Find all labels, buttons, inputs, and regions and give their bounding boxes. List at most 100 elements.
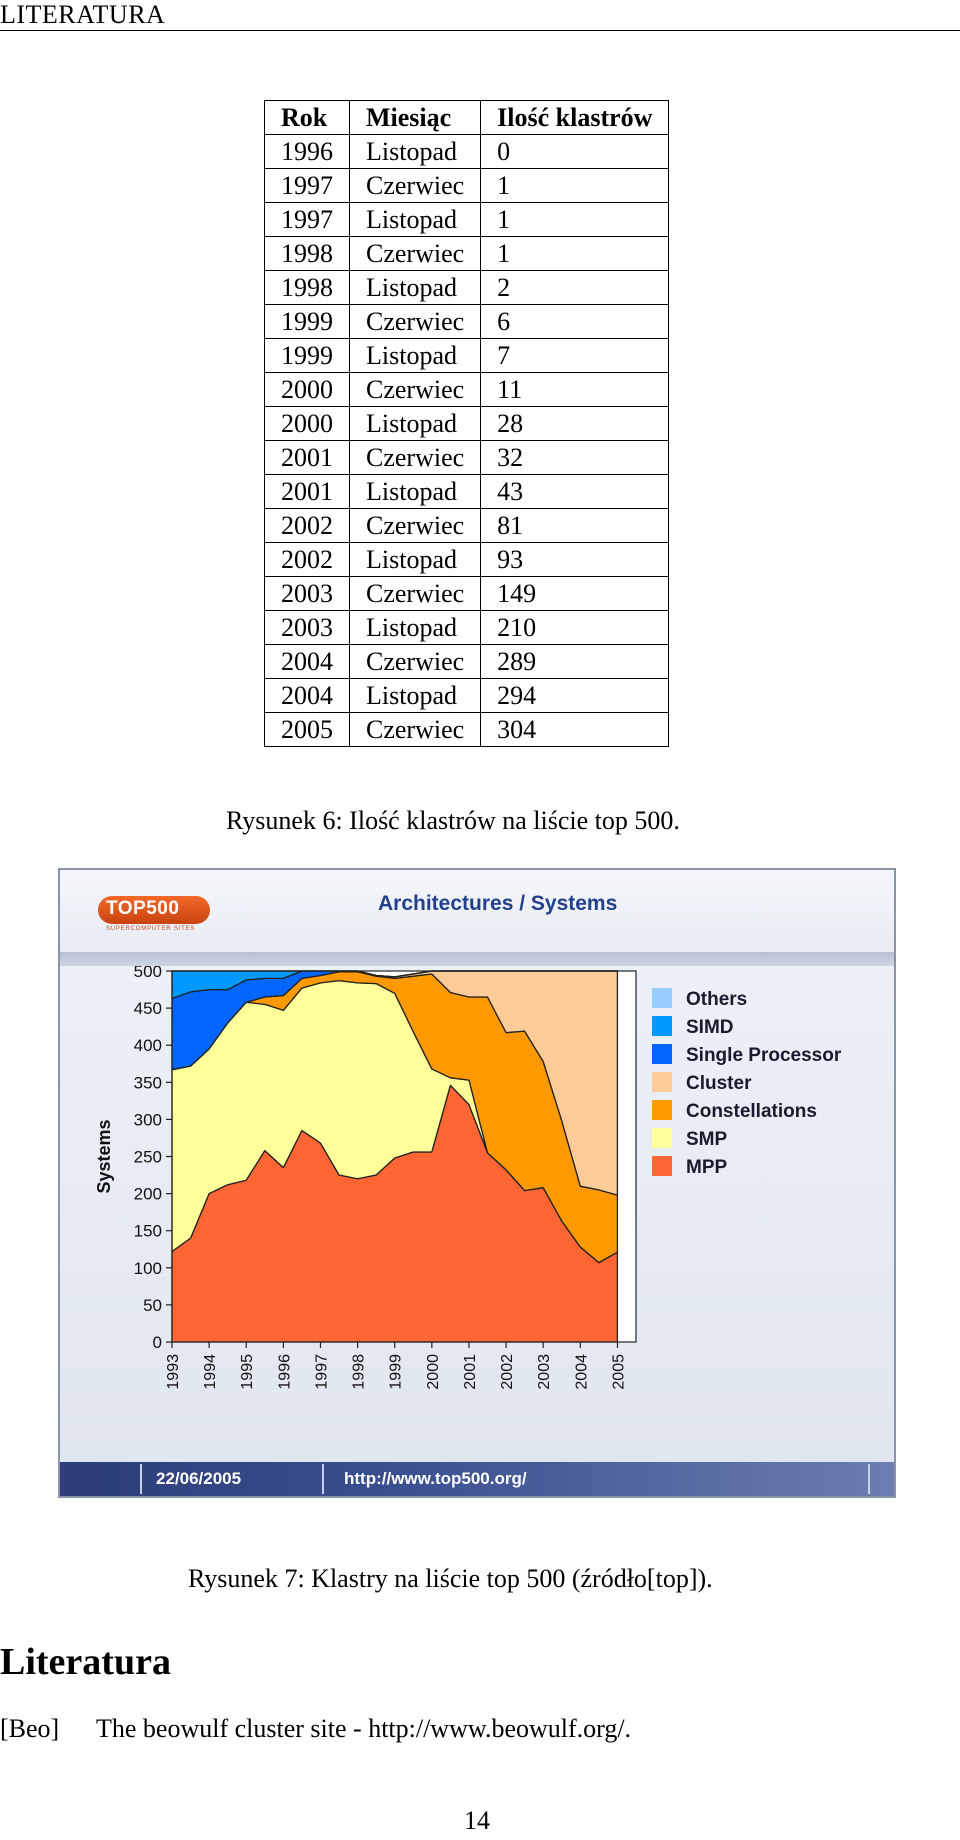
running-head: LITERATURA bbox=[0, 0, 166, 29]
table-row: 2000 Listopad 28 bbox=[264, 406, 670, 441]
y-tick-label: 150 bbox=[134, 1222, 162, 1241]
table-row: 1997 Czerwiec 1 bbox=[264, 168, 670, 203]
table-cell: Listopad bbox=[348, 474, 482, 509]
table-cell: 2002 bbox=[264, 508, 350, 543]
legend-label: Others bbox=[686, 989, 747, 1010]
table-cell: Czerwiec bbox=[348, 440, 482, 475]
table-cell: 1998 bbox=[264, 270, 350, 305]
table-cell: Listopad bbox=[348, 338, 482, 373]
footer-separator bbox=[322, 1464, 324, 1494]
table-cell: 11 bbox=[480, 372, 670, 407]
table-cell: Czerwiec bbox=[348, 576, 482, 611]
table-header-cell: Rok bbox=[264, 100, 350, 135]
table-row: 2005 Czerwiec 304 bbox=[264, 712, 670, 747]
table-cell: Czerwiec bbox=[348, 712, 482, 747]
table-cell: Czerwiec bbox=[348, 372, 482, 407]
table-cell: 2003 bbox=[264, 610, 350, 645]
table-cell: 0 bbox=[480, 134, 670, 169]
y-tick-label: 0 bbox=[153, 1333, 162, 1352]
x-tick-label: 1996 bbox=[276, 1354, 293, 1390]
table-cell: 1997 bbox=[264, 168, 350, 203]
y-tick-label: 350 bbox=[134, 1073, 162, 1092]
x-tick-label: 1995 bbox=[239, 1354, 256, 1390]
table-cell: 289 bbox=[480, 644, 670, 679]
legend-swatch bbox=[652, 988, 672, 1008]
table-cell: 2001 bbox=[264, 474, 350, 509]
table-cell: Czerwiec bbox=[348, 168, 482, 203]
table-row: 1997 Listopad 1 bbox=[264, 202, 670, 237]
section-title: Literatura bbox=[0, 1641, 171, 1683]
x-tick-label: 2004 bbox=[573, 1354, 590, 1390]
table-cell: 2004 bbox=[264, 644, 350, 679]
figure-7-panel: TOP500 SUPERCOMPUTER SITES Architectures… bbox=[58, 868, 896, 1498]
table-row: 2004 Listopad 294 bbox=[264, 678, 670, 713]
y-tick-label: 300 bbox=[134, 1110, 162, 1129]
table-row: 1998 Czerwiec 1 bbox=[264, 236, 670, 271]
table-cell: Listopad bbox=[348, 678, 482, 713]
table-cell: 210 bbox=[480, 610, 670, 645]
x-tick-label: 1997 bbox=[313, 1354, 330, 1390]
figure-6-caption: Rysunek 6: Ilość klastrów na liście top … bbox=[226, 806, 680, 835]
table-header: Rok Miesiąc Ilość klastrów bbox=[264, 100, 670, 135]
table-row: 1999 Czerwiec 6 bbox=[264, 304, 670, 339]
table-row: 2003 Czerwiec 149 bbox=[264, 576, 670, 611]
table-cell: Listopad bbox=[348, 542, 482, 577]
table-cell: 2001 bbox=[264, 440, 350, 475]
table-cell: 6 bbox=[480, 304, 670, 339]
top500-logo: TOP500 SUPERCOMPUTER SITES bbox=[98, 888, 216, 932]
legend-swatch bbox=[652, 1100, 672, 1120]
y-tick-label: 250 bbox=[134, 1148, 162, 1167]
table-row: 2001 Czerwiec 32 bbox=[264, 440, 670, 475]
table-row: 2000 Czerwiec 11 bbox=[264, 372, 670, 407]
legend-label: SIMD bbox=[686, 1017, 734, 1038]
table-cell: 28 bbox=[480, 406, 670, 441]
x-tick-label: 2001 bbox=[462, 1354, 479, 1390]
footer-url: http://www.top500.org/ bbox=[344, 1469, 527, 1488]
footer-date: 22/06/2005 bbox=[156, 1469, 242, 1488]
bib-entry: The beowulf cluster site - http://www.be… bbox=[96, 1714, 632, 1743]
legend-label: Single Processor bbox=[686, 1045, 842, 1066]
table-cell: 2000 bbox=[264, 372, 350, 407]
table-cell: Listopad bbox=[348, 406, 482, 441]
table-cell: 1 bbox=[480, 236, 670, 271]
y-axis-label: Systems bbox=[94, 1119, 114, 1193]
table-row: 1996 Listopad 0 bbox=[264, 134, 670, 169]
logo-pill bbox=[98, 896, 210, 924]
table-cell: 1999 bbox=[264, 304, 350, 339]
table-cell: 43 bbox=[480, 474, 670, 509]
x-tick-label: 2002 bbox=[499, 1354, 516, 1390]
table-row: 1999 Listopad 7 bbox=[264, 338, 670, 373]
table-header-cell: Ilość klastrów bbox=[480, 100, 670, 135]
y-tick-label: 200 bbox=[134, 1185, 162, 1204]
table-cell: Listopad bbox=[348, 202, 482, 237]
table-row: 2002 Czerwiec 81 bbox=[264, 508, 670, 543]
table-cell: 2000 bbox=[264, 406, 350, 441]
table-row: 2002 Listopad 93 bbox=[264, 542, 670, 577]
figure-7-band bbox=[60, 952, 894, 966]
chart-title: Architectures / Systems bbox=[378, 892, 618, 915]
y-tick-label: 50 bbox=[143, 1296, 162, 1315]
footer-separator bbox=[868, 1464, 870, 1494]
table-row: 2004 Czerwiec 289 bbox=[264, 644, 670, 679]
x-tick-label: 1999 bbox=[388, 1354, 405, 1390]
legend-label: Constellations bbox=[686, 1101, 817, 1122]
table-cell: 1997 bbox=[264, 202, 350, 237]
legend-swatch bbox=[652, 1128, 672, 1148]
table-body: 1996 Listopad 0 1997 Czerwiec 1 1997 Listopad 1 1… bbox=[264, 134, 670, 747]
table-cell: Listopad bbox=[348, 134, 482, 169]
table-cell: 7 bbox=[480, 338, 670, 373]
table-cell: 2004 bbox=[264, 678, 350, 713]
table-cell: Czerwiec bbox=[348, 304, 482, 339]
table-cell: Listopad bbox=[348, 610, 482, 645]
table-cell: 304 bbox=[480, 712, 670, 747]
table-cell: 1999 bbox=[264, 338, 350, 373]
table-cell: 32 bbox=[480, 440, 670, 475]
page-number: 14 bbox=[464, 1806, 490, 1835]
header-rule bbox=[0, 30, 960, 31]
table-header-row: Rok Miesiąc Ilość klastrów bbox=[264, 100, 670, 135]
figure-7-footer: 22/06/2005 http://www.top500.org/ bbox=[60, 1462, 894, 1496]
table-cell: 1998 bbox=[264, 236, 350, 271]
logo-subtitle: SUPERCOMPUTER SITES bbox=[106, 926, 196, 932]
table-cell: 2002 bbox=[264, 542, 350, 577]
table-cell: 2005 bbox=[264, 712, 350, 747]
